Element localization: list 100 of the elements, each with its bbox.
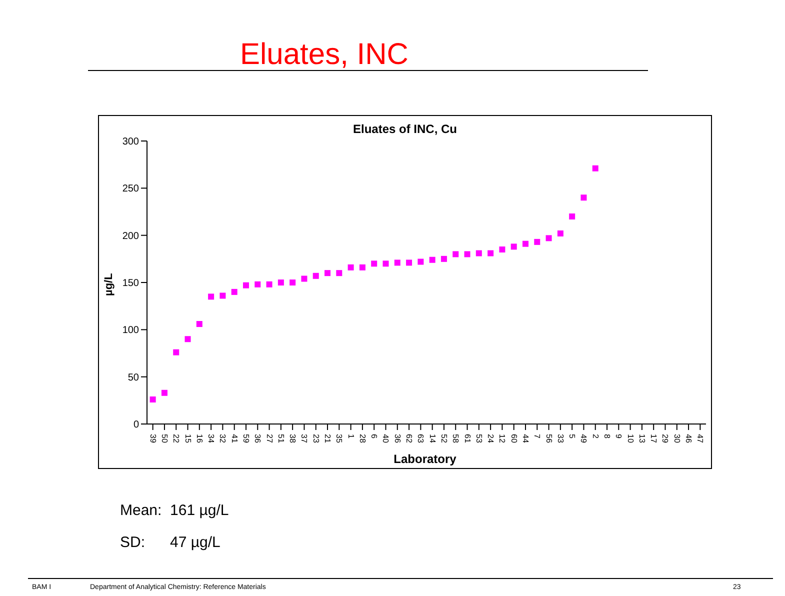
x-tick-label: 35: [334, 434, 344, 444]
point: [208, 294, 214, 300]
point: [359, 264, 366, 270]
point: [242, 282, 249, 288]
x-tick-label: 36: [392, 434, 402, 444]
point: [382, 260, 389, 267]
x-tick-label: 5: [568, 434, 577, 439]
x-tick-label: 56: [544, 434, 554, 444]
x-tick-label: 13: [637, 434, 646, 444]
x-tick-label: 61: [462, 434, 472, 444]
x-tick-label: 49: [579, 434, 588, 444]
point: [220, 292, 226, 299]
point: [394, 260, 400, 266]
point: [406, 260, 412, 266]
point: [418, 258, 424, 265]
x-tick-label: 22: [172, 434, 181, 444]
point: [312, 272, 319, 279]
y-tick-label: 100: [122, 325, 140, 336]
x-tick-label: 58: [451, 434, 460, 444]
chart-subtitle: Eluates of INC, Cu: [352, 122, 458, 136]
x-tick-label: 6: [370, 434, 379, 439]
x-tick-label: 30: [672, 434, 682, 444]
point: [254, 281, 261, 288]
point: [150, 396, 156, 402]
x-tick-label: 15: [183, 434, 192, 444]
point: [569, 213, 576, 220]
y-tick-label: 50: [128, 372, 140, 384]
x-tick-label: 16: [194, 434, 204, 444]
chart-title: Eluates, INC: [240, 38, 408, 72]
y-tick-label: 250: [122, 184, 140, 195]
x-tick-label: 33: [556, 434, 565, 444]
point: [452, 251, 459, 258]
x-tick-label: 1: [346, 434, 356, 439]
x-tick-label: 38: [288, 434, 298, 444]
x-tick-label: 10: [626, 434, 635, 444]
point: [196, 321, 202, 328]
point: [161, 390, 168, 396]
point: [324, 270, 331, 276]
point: [440, 256, 447, 262]
point: [348, 264, 354, 270]
x-tick-label: 47: [696, 434, 705, 444]
text: Mean: 161 µg/L: [120, 502, 229, 519]
point: [173, 349, 180, 356]
point: [557, 230, 564, 236]
x-tick-label: 60: [509, 434, 518, 444]
point: [488, 250, 494, 256]
x-tick-label: 24: [486, 434, 496, 444]
point: [592, 165, 598, 172]
x-tick-label: 12: [498, 434, 507, 444]
x-tick-label: 9: [614, 434, 624, 439]
x-tick-label: 23: [311, 434, 320, 444]
y-tick-label: 150: [122, 278, 140, 290]
x-tick-label: 17: [649, 434, 658, 444]
x-tick-label: 21: [323, 434, 332, 444]
point: [534, 238, 540, 245]
point: [510, 244, 517, 250]
point: [476, 250, 482, 256]
point: [290, 280, 296, 286]
x-tick-label: 28: [358, 434, 367, 444]
text: SD: 47 µg/L: [120, 534, 220, 551]
point: [429, 256, 436, 263]
x-tick-label: 41: [230, 434, 239, 444]
y-tick-label: 0: [133, 420, 140, 431]
point: [336, 270, 342, 276]
x-tick-label: 53: [474, 434, 484, 444]
point: [278, 280, 284, 286]
x-tick-label: 39: [148, 434, 158, 444]
x-tick-label: 40: [381, 434, 390, 444]
x-tick-label: 7: [532, 434, 542, 439]
y-tick-label: 300: [122, 136, 140, 148]
point: [580, 194, 587, 201]
x-tick-label: 50: [160, 434, 169, 444]
x-tick-label: 62: [404, 434, 414, 444]
x-tick-label: 59: [241, 434, 250, 444]
x-tick-label: 52: [439, 434, 448, 444]
y-axis-title: µg/L: [103, 273, 115, 296]
point: [464, 251, 470, 258]
point: [546, 235, 552, 242]
x-tick-label: 51: [276, 434, 286, 444]
x-tick-label: 63: [416, 434, 426, 444]
x-tick-label: 2: [590, 434, 600, 439]
x-tick-label: 32: [218, 434, 228, 444]
x-tick-label: 37: [300, 434, 309, 444]
point: [371, 260, 378, 267]
point: [266, 281, 272, 288]
point: [231, 288, 238, 295]
x-axis-title: Laboratory: [392, 452, 458, 466]
x-tick-label: 44: [520, 434, 530, 444]
x-tick-label: 34: [206, 434, 216, 444]
y-tick-label: 200: [122, 230, 140, 242]
point: [301, 276, 308, 282]
x-tick-label: 14: [428, 434, 437, 444]
point: [522, 240, 528, 247]
x-tick-label: 29: [660, 434, 670, 444]
x-tick-label: 27: [264, 434, 274, 444]
point: [184, 336, 191, 342]
x-tick-label: 46: [684, 434, 694, 444]
point: [499, 246, 506, 252]
x-tick-label: 8: [602, 434, 612, 439]
x-tick-label: 36: [253, 434, 262, 444]
